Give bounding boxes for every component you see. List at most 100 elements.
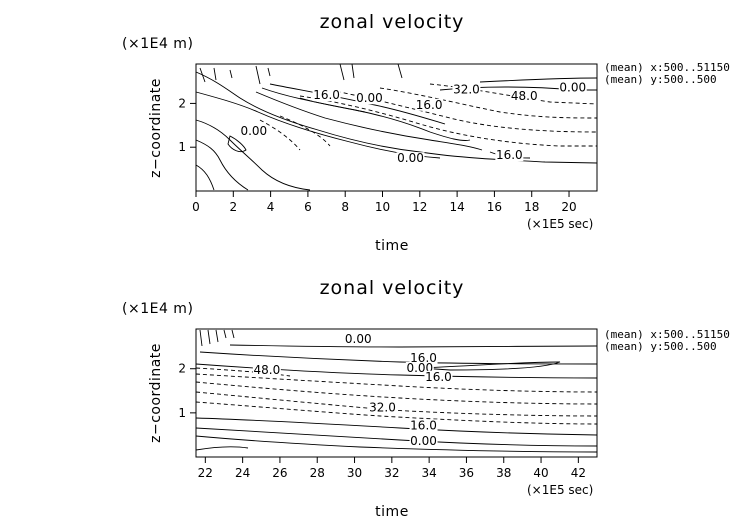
contour-line [195, 427, 598, 447]
chart-1-info-line-1: (mean) x:500..51150 [604, 61, 730, 74]
x-tick-label: 10 [375, 200, 390, 214]
contour-line [255, 91, 483, 151]
chart-1-y-unit: (×1E4 m) [122, 36, 193, 52]
chart-2-y-axis: 12 [178, 362, 196, 420]
chart-2-frame [195, 328, 598, 458]
y-tick-label: 1 [178, 140, 186, 154]
x-tick-label: 30 [347, 466, 362, 480]
chart-1-frame [195, 63, 598, 192]
contour-line [229, 344, 598, 348]
contour-label: 16.0 [425, 370, 452, 384]
x-tick-label: 24 [235, 466, 250, 480]
contour-label: 16.0 [416, 98, 443, 112]
contour-label-bg [239, 125, 268, 138]
x-tick-label: 6 [304, 200, 312, 214]
contour-label-bg [312, 89, 341, 102]
chart-1-x-unit: (×1E5 sec) [527, 217, 593, 231]
contour-label-bg [409, 419, 438, 432]
x-tick-label: 18 [524, 200, 539, 214]
chart-1-y-label: z−coordinate [148, 78, 164, 178]
chart-2-y-unit: (×1E4 m) [122, 301, 193, 317]
contour-line [195, 119, 311, 191]
contour-line [195, 381, 598, 405]
contour-label-bg [396, 152, 425, 165]
x-tick-label: 14 [449, 200, 464, 214]
contour-line [199, 329, 235, 347]
chart-1-title: zonal velocity [320, 11, 465, 33]
contour-line [279, 115, 331, 147]
x-tick-label: 32 [384, 466, 399, 480]
contour-line [195, 435, 598, 453]
contour-label-bg [415, 98, 444, 111]
x-tick-label: 0 [192, 200, 200, 214]
contour-label-bg [252, 364, 281, 377]
chart-1-y-axis: 12 [178, 96, 196, 154]
contour-line [261, 87, 471, 141]
contour-line [195, 417, 598, 436]
x-tick-label: 34 [421, 466, 436, 480]
contour-label: 16.0 [313, 88, 340, 102]
contour-label-bg [409, 352, 438, 365]
contour-line [479, 77, 598, 83]
x-tick-label: 28 [310, 466, 325, 480]
contour-label: 0.00 [559, 80, 586, 94]
chart-2-x-axis: 22 24 26 28 30 32 34 36 38 40 42 [198, 457, 586, 480]
x-tick-label: 40 [533, 466, 548, 480]
contour-label: 0.00 [345, 332, 372, 346]
chart-2-contours [195, 329, 598, 453]
x-tick-label: 36 [459, 466, 474, 480]
contour-line [195, 446, 249, 451]
contour-label-bg [344, 333, 373, 346]
contour-label: 0.00 [397, 151, 424, 165]
contour-label: 48.0 [254, 363, 281, 377]
chart-2-info-line-1: (mean) x:500..51150 [604, 328, 730, 341]
x-tick-label: 4 [267, 200, 275, 214]
chart-2-x-unit: (×1E5 sec) [527, 483, 593, 497]
x-tick-label: 26 [272, 466, 287, 480]
chart-panel-1: zonal velocity (×1E4 m) (mean) x:500..51… [122, 11, 730, 254]
y-tick-label: 2 [178, 96, 186, 110]
contour-label: 16.0 [410, 418, 437, 432]
contour-label-bg [452, 83, 481, 96]
contour-line [299, 97, 366, 113]
contour-line [195, 391, 598, 417]
x-tick-label: 20 [561, 200, 576, 214]
contour-line [195, 401, 598, 425]
contour-line [299, 95, 597, 147]
chart-1-contour-labels: 16.0 0.00 32.0 48.0 0.00 16.0 0.00 0.00 16.0 [239, 80, 587, 165]
contour-label: 0.00 [410, 434, 437, 448]
contour-line [199, 63, 403, 85]
chart-1-x-axis: 0 2 4 6 8 10 12 14 16 18 20 [192, 191, 577, 214]
x-tick-label: 38 [496, 466, 511, 480]
contour-line [199, 351, 598, 365]
y-tick-label: 1 [178, 406, 186, 420]
chart-1-info-line-2: (mean) y:500..500 [604, 73, 717, 86]
contour-label-bg [510, 90, 539, 103]
chart-1-x-label: time [375, 238, 409, 254]
x-tick-label: 16 [487, 200, 502, 214]
contour-label-bg [495, 149, 524, 162]
x-tick-label: 22 [198, 466, 213, 480]
contour-label: 16.0 [496, 148, 523, 162]
contour-label: 32.0 [369, 401, 396, 415]
contour-label-bg [355, 92, 384, 105]
contour-label-bg [558, 81, 587, 94]
contour-label: 0.00 [356, 91, 383, 105]
contour-line [227, 135, 247, 153]
chart-2-info-line-2: (mean) y:500..500 [604, 340, 717, 353]
contour-line [195, 164, 215, 191]
chart-panel-2: zonal velocity (×1E4 m) (mean) x:500..51… [122, 277, 730, 520]
contour-line [429, 83, 598, 105]
chart-2-title: zonal velocity [320, 277, 465, 299]
y-tick-label: 2 [178, 362, 186, 376]
contour-label-bg [424, 370, 453, 383]
contour-line [195, 373, 598, 393]
chart-2-x-label: time [375, 504, 409, 520]
x-tick-label: 42 [571, 466, 586, 480]
contour-label-bg [368, 401, 397, 414]
contour-line [195, 71, 598, 164]
contour-line [379, 87, 598, 119]
x-tick-label: 12 [412, 200, 427, 214]
